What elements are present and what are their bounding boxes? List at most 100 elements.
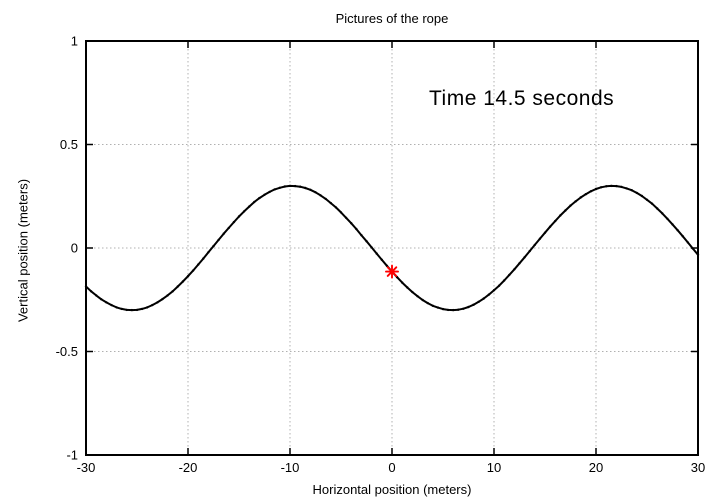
rope-point	[288, 184, 292, 188]
rope-point	[543, 231, 547, 234]
rope-point	[248, 205, 251, 208]
rope-point	[615, 184, 618, 188]
rope-point	[533, 243, 536, 247]
rope-point	[380, 258, 383, 261]
rope-point	[309, 188, 312, 191]
rope-point	[89, 290, 93, 293]
rope-point	[431, 304, 434, 307]
rope-point	[518, 262, 521, 265]
rope-point	[191, 269, 195, 272]
chart-title: Pictures of the rope	[335, 11, 449, 26]
rope-point	[151, 303, 154, 307]
rope-point	[548, 225, 552, 228]
y-tick-label: 0.5	[60, 137, 78, 152]
rope-point	[411, 290, 414, 294]
rope-point	[640, 194, 644, 198]
y-axis-label: Vertical position (meters)	[15, 178, 31, 323]
rope-point	[130, 308, 134, 312]
rope-point	[355, 227, 358, 231]
rope-point	[370, 246, 373, 249]
x-tick-label: -20	[179, 460, 198, 475]
rope-point	[635, 191, 638, 195]
rope-point	[304, 186, 307, 190]
rope-point	[166, 294, 169, 297]
rope-point	[227, 226, 230, 230]
rope-point	[462, 307, 465, 310]
rope-point	[661, 212, 664, 215]
rope-point	[283, 185, 287, 188]
rope-point	[293, 184, 297, 188]
rope-point	[605, 185, 608, 188]
rope-point	[344, 216, 348, 219]
rope-point	[426, 301, 429, 305]
rope-point	[584, 193, 587, 196]
rope-point	[253, 200, 256, 204]
y-tick-label: 0	[71, 241, 78, 256]
rope-point	[186, 275, 190, 278]
rope-point	[181, 280, 185, 283]
rope-point	[156, 301, 159, 304]
rope-point	[406, 286, 409, 289]
rope-point	[492, 289, 496, 292]
x-tick-label: -30	[77, 460, 96, 475]
rope-point	[105, 301, 108, 304]
x-tick-label: 20	[589, 460, 603, 475]
rope-point	[334, 206, 338, 209]
rope-point	[574, 200, 577, 203]
rope-point	[436, 306, 440, 309]
x-tick-label: 30	[691, 460, 705, 475]
rope-point	[503, 279, 506, 282]
rope-point	[110, 303, 113, 307]
rope-point	[258, 196, 261, 200]
y-tick-label: 1	[71, 34, 78, 49]
rope-point	[625, 187, 628, 190]
rope-point	[360, 234, 363, 237]
rope-point	[589, 190, 593, 193]
rope-point	[508, 273, 511, 277]
rope-point	[263, 193, 266, 196]
rope-point	[222, 232, 225, 235]
rope-point	[620, 185, 623, 189]
rope-point	[472, 303, 475, 306]
rope-point	[268, 190, 271, 194]
rope-point	[278, 186, 281, 189]
rope-point	[467, 305, 470, 309]
rope-point	[477, 300, 480, 303]
x-tick-label: 10	[487, 460, 501, 475]
rope-point	[365, 240, 368, 243]
rope-point	[696, 253, 700, 256]
time-annotation: Time 14.5 seconds	[429, 87, 615, 110]
rope-point	[120, 307, 123, 311]
rope-point	[452, 308, 455, 312]
rope-point	[212, 244, 215, 248]
x-tick-label: 0	[388, 460, 395, 475]
rope-point	[645, 198, 649, 201]
rope-point	[671, 223, 674, 226]
rope-point	[161, 297, 164, 301]
rope-point	[100, 298, 103, 301]
rope-point	[324, 197, 327, 201]
rope-point	[140, 307, 144, 311]
rope-point	[446, 308, 450, 312]
rope-point	[314, 191, 317, 194]
rope-point	[487, 293, 491, 296]
rope-point	[538, 237, 542, 240]
rope-point	[676, 229, 679, 232]
rope-point	[559, 214, 562, 217]
rope-point	[569, 204, 572, 207]
rope-point	[579, 196, 582, 199]
rope-point	[441, 307, 445, 311]
rope-point	[171, 290, 174, 293]
rope-point	[416, 295, 419, 298]
rope-point	[691, 247, 695, 250]
rope-point	[115, 306, 118, 309]
marker-asterisk	[386, 266, 398, 277]
rope-point	[207, 251, 210, 254]
rope-point	[681, 235, 684, 238]
rope-point	[95, 294, 98, 297]
rope-point	[513, 268, 516, 271]
rope-point	[564, 209, 567, 212]
rope-point	[656, 207, 659, 210]
